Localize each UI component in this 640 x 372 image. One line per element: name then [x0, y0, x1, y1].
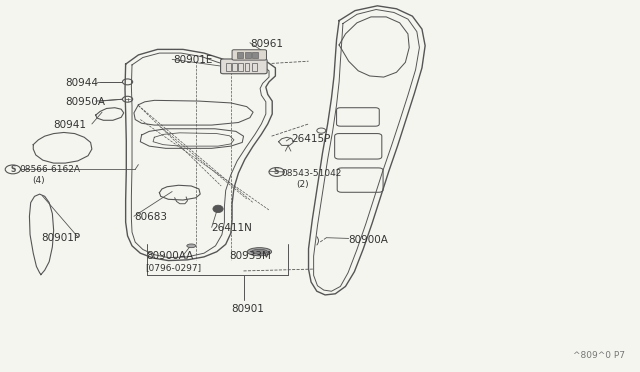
Bar [252, 63, 257, 71]
Text: 80933M: 80933M [230, 251, 271, 261]
Text: 80961: 80961 [250, 39, 283, 49]
Text: ^809^0 P7: ^809^0 P7 [573, 350, 625, 359]
Bar [239, 63, 243, 71]
Text: 26411N: 26411N [212, 224, 253, 234]
Text: 80944: 80944 [65, 78, 98, 88]
Text: 08543-51042: 08543-51042 [282, 169, 342, 177]
Text: 80683: 80683 [134, 212, 167, 222]
Bar [237, 52, 243, 58]
Text: 80901: 80901 [231, 304, 264, 314]
Text: 80901E: 80901E [173, 55, 213, 65]
FancyBboxPatch shape [221, 59, 267, 74]
Text: (4): (4) [32, 176, 45, 185]
Bar [245, 52, 250, 58]
Text: 26415P: 26415P [291, 134, 331, 144]
Text: 80900AA: 80900AA [147, 251, 194, 261]
Bar [252, 52, 258, 58]
Text: 80901P: 80901P [41, 233, 80, 243]
Text: S: S [10, 165, 15, 174]
Bar [245, 63, 249, 71]
Text: 08566-6162A: 08566-6162A [19, 165, 80, 174]
Text: 80900A: 80900A [349, 234, 388, 244]
Text: (2): (2) [296, 180, 308, 189]
FancyBboxPatch shape [232, 50, 266, 60]
Text: [0796-0297]: [0796-0297] [145, 263, 201, 272]
Ellipse shape [247, 248, 271, 256]
Text: S: S [274, 167, 279, 176]
Text: 80950A: 80950A [65, 97, 105, 107]
Bar [232, 63, 237, 71]
Bar [227, 63, 231, 71]
Ellipse shape [213, 205, 223, 212]
Text: 80941: 80941 [54, 120, 86, 130]
Ellipse shape [252, 249, 268, 254]
Ellipse shape [187, 244, 196, 248]
